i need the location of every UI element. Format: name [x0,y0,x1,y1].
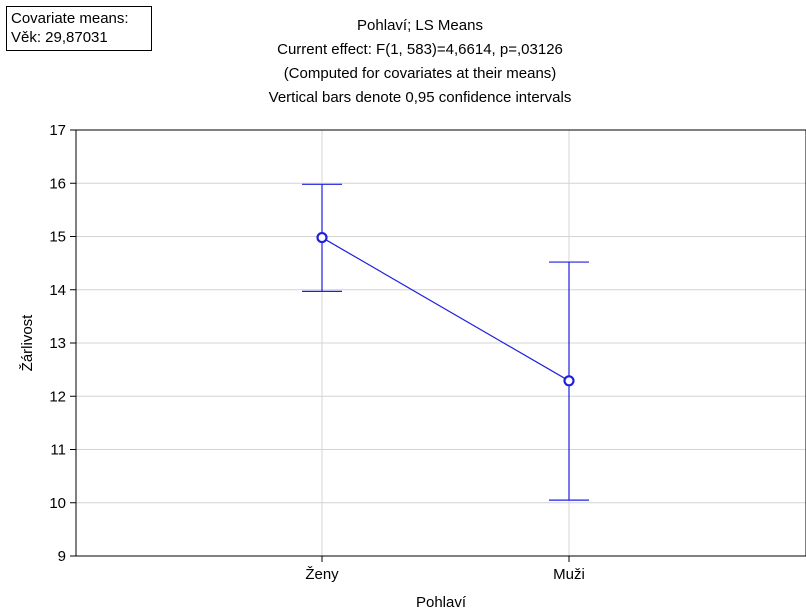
axis-layer: 9 10 11 12 13 14 15 16 17 Ženy Muži [49,122,585,583]
mean-point [316,231,328,244]
y-tick-label: 12 [49,388,66,405]
y-tick-label: 10 [49,495,66,512]
y-tick-label: 9 [58,548,66,565]
series-layer [302,183,589,501]
x-axis-label: Pohlaví [416,594,467,611]
chart-subtitle-covariates: (Computed for covariates at their means) [283,65,557,82]
chart-titles: Pohlaví; LS Means Current effect: F(1, 5… [140,14,700,110]
y-tick-label: 15 [49,229,66,246]
mean-point [563,375,575,387]
y-tick-label: 11 [50,442,66,459]
means-line [321,237,570,382]
covariate-means-heading: Covariate means: [11,10,129,27]
grid-layer [76,130,806,556]
chart-subtitle-effect: Current effect: F(1, 583)=4,6614, p=,031… [277,41,563,58]
covariate-means-value: Věk: 29,87031 [11,29,108,46]
covariate-means-box: Covariate means: Věk: 29,87031 [6,6,152,51]
x-tick-label: Ženy [305,566,339,583]
y-tick-label: 13 [49,335,66,352]
y-tick-label: 14 [49,282,66,299]
x-tick-label: Muži [553,566,585,583]
y-tick-label: 16 [49,175,66,192]
chart-title: Pohlaví; LS Means [357,17,483,34]
y-tick-label: 17 [49,122,66,139]
y-axis-label: Žárlivost [19,314,36,372]
chart-subtitle-ci: Vertical bars denote 0,95 confidence int… [268,89,572,106]
